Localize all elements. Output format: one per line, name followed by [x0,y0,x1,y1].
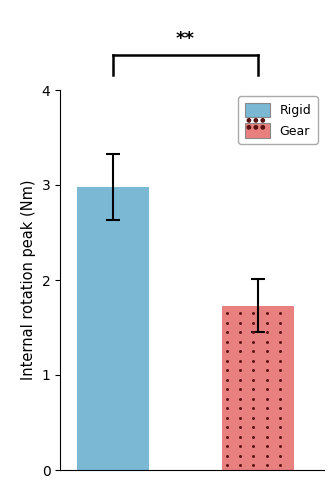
Point [277,414,283,422]
Point [277,319,283,327]
Bar [76,187,149,470]
Point [277,404,283,412]
Point [251,423,256,431]
Point [251,366,256,374]
Point [224,385,230,393]
Point [277,357,283,365]
Point [251,433,256,441]
Point [264,395,269,403]
Point [251,414,256,422]
Point [224,442,230,450]
Point [277,433,283,441]
Point [251,328,256,336]
Point [237,462,243,469]
Point [264,385,269,393]
Point [264,404,269,412]
Point [264,366,269,374]
Point [224,328,230,336]
Point [237,309,243,318]
Point [251,462,256,469]
Point [251,404,256,412]
Point [264,376,269,384]
Point [277,395,283,403]
Point [237,404,243,412]
Point [237,452,243,460]
Point [251,452,256,460]
Legend: Rigid, Gear: Rigid, Gear [238,96,318,144]
Point [251,376,256,384]
Point [251,347,256,355]
Point [237,395,243,403]
Point [224,423,230,431]
Point [224,338,230,346]
Point [237,376,243,384]
Point [277,462,283,469]
Point [277,347,283,355]
Point [237,366,243,374]
Point [237,338,243,346]
Point [224,366,230,374]
Point [264,452,269,460]
Point [264,357,269,365]
Point [264,338,269,346]
Point [237,357,243,365]
Point [277,338,283,346]
Point [251,385,256,393]
Point [237,414,243,422]
Point [224,404,230,412]
Point [251,442,256,450]
Point [224,452,230,460]
Point [224,309,230,318]
Point [224,462,230,469]
Point [224,319,230,327]
Y-axis label: Internal rotation peak (Nm): Internal rotation peak (Nm) [21,180,36,380]
Point [251,309,256,318]
Point [277,452,283,460]
Point [237,442,243,450]
Point [277,385,283,393]
Point [277,328,283,336]
Bar [222,306,294,470]
Point [237,433,243,441]
Point [264,442,269,450]
Point [264,414,269,422]
Point [237,423,243,431]
Point [224,414,230,422]
Point [264,462,269,469]
Point [224,357,230,365]
Text: **: ** [176,30,195,48]
Point [237,347,243,355]
Point [277,442,283,450]
Point [277,366,283,374]
Point [277,309,283,318]
Point [251,319,256,327]
Point [264,319,269,327]
Point [224,395,230,403]
Point [277,423,283,431]
Point [264,347,269,355]
Point [264,309,269,318]
Point [237,319,243,327]
Point [224,433,230,441]
Point [251,357,256,365]
Point [251,338,256,346]
Point [224,347,230,355]
Point [277,376,283,384]
Point [237,328,243,336]
Point [224,376,230,384]
Point [237,385,243,393]
Point [264,423,269,431]
Point [264,328,269,336]
Point [251,395,256,403]
Point [264,433,269,441]
